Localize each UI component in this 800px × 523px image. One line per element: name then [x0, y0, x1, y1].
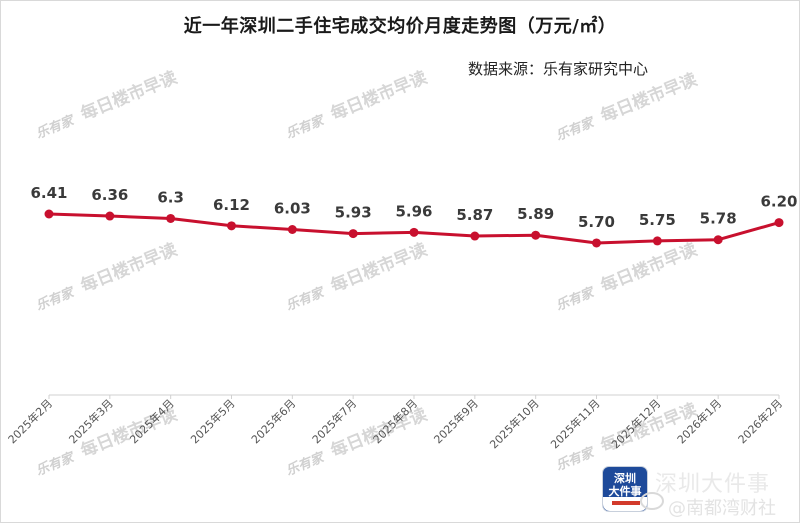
data-point: [774, 218, 784, 228]
x-axis-labels: 2025年2月 2025年3月 2025年4月 2025年5月 2025年6月 2025年…: [5, 396, 785, 451]
data-label: 5.87: [456, 206, 493, 224]
data-label: 5.96: [395, 202, 432, 220]
data-point: [227, 221, 236, 231]
x-tick-label: 2025年11月: [547, 396, 602, 451]
data-label: 6.03: [274, 200, 311, 218]
data-points: [44, 209, 784, 248]
chart-title: 近一年深圳二手住宅成交均价月度走势图（万元/㎡）: [183, 16, 617, 37]
x-tick-label: 2025年8月: [370, 396, 420, 446]
logo-line-2: 大件事: [608, 485, 642, 498]
data-source: 数据来源：乐有家研究中心: [468, 60, 649, 78]
x-tick-label: 2025年9月: [431, 396, 481, 446]
data-point: [531, 230, 541, 240]
x-tick-label: 2025年7月: [309, 396, 359, 446]
data-label: 5.75: [639, 211, 676, 229]
x-tick-label: 2026年1月: [674, 396, 724, 446]
data-point: [44, 209, 54, 219]
x-tick-label: 2025年3月: [66, 396, 116, 446]
data-label: 6.20: [760, 193, 797, 211]
data-label: 6.12: [213, 196, 250, 214]
x-tick-label: 2025年6月: [248, 396, 298, 446]
data-label: 6.41: [30, 184, 67, 202]
weibo-handle: @南都湾财社: [668, 498, 776, 519]
x-tick-label: 2025年4月: [127, 396, 177, 446]
x-axis-ticks: [48, 395, 780, 399]
data-point: [287, 225, 297, 235]
data-point: [409, 227, 419, 237]
data-label: 5.93: [335, 204, 372, 222]
data-point: [348, 229, 358, 239]
data-label: 5.78: [700, 210, 737, 228]
x-tick-label: 2025年10月: [487, 396, 542, 451]
data-labels: 6.41 6.36 6.3 6.12 6.03 5.93 5.96 5.87 5.89 5.70 5…: [30, 184, 797, 231]
data-label: 6.36: [91, 186, 128, 204]
shenzhen-daijianshi-logo: 深圳 大件事: [602, 466, 648, 512]
footer-title: 深圳大件事: [655, 472, 771, 497]
weibo-icon: [640, 492, 664, 510]
x-tick-label: 2025年2月: [5, 396, 55, 446]
x-tick-label: 2026年2月: [735, 396, 785, 446]
data-label: 5.70: [578, 213, 615, 231]
data-point: [105, 211, 115, 221]
x-tick-label: 2025年12月: [608, 396, 663, 451]
data-label: 5.89: [517, 205, 554, 223]
data-point: [592, 238, 601, 248]
data-point: [166, 213, 176, 223]
data-point: [652, 236, 662, 246]
data-point: [713, 235, 723, 245]
data-label: 6.3: [157, 188, 184, 206]
logo-line-1: 深圳: [614, 472, 636, 485]
data-point: [470, 231, 480, 241]
x-tick-label: 2025年5月: [187, 396, 237, 446]
